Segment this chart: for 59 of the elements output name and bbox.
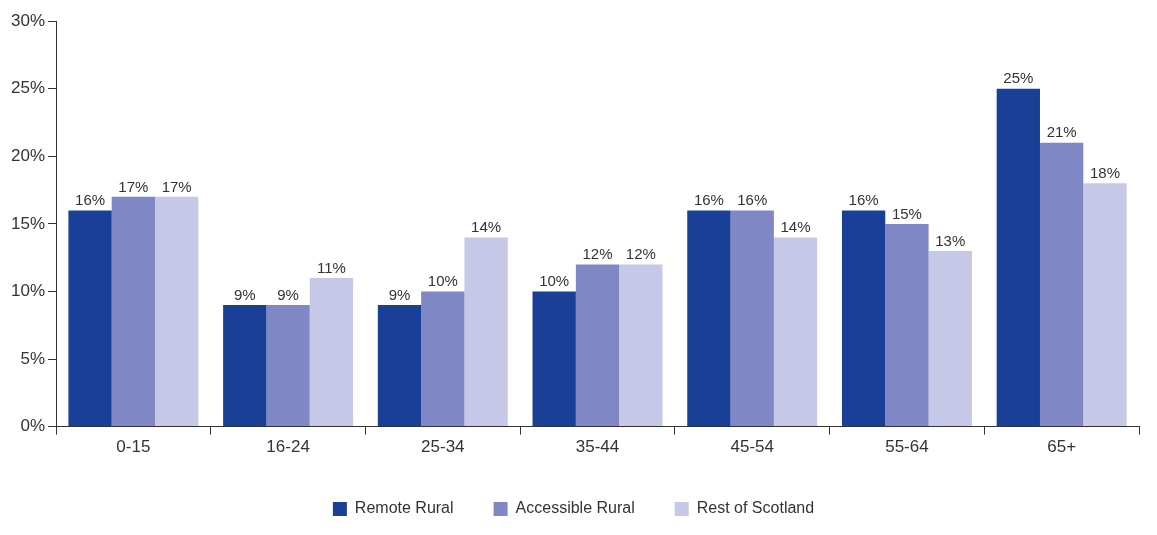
data-label: 12% [582,245,613,263]
data-label: 25% [1003,69,1034,87]
bar [841,210,886,427]
data-label: 17% [161,177,192,195]
bar [996,88,1040,427]
y-tick-label: 15% [10,213,46,233]
bar [155,196,199,427]
y-tick-label: 25% [10,78,46,98]
data-label: 13% [935,231,966,249]
x-tick-label: 35-44 [575,437,620,457]
data-label: 9% [388,285,411,303]
bar [532,291,576,427]
y-tick-label: 20% [10,146,46,166]
bar [68,210,112,427]
data-label: 17% [118,177,149,195]
data-label: 14% [780,218,811,236]
bar [111,196,156,427]
data-label: 16% [75,191,106,209]
bar [687,210,731,427]
bar [928,250,972,427]
data-label: 21% [1046,123,1077,141]
bar [377,304,422,427]
bar [730,210,774,427]
y-tick-label: 5% [20,348,46,368]
x-tick-label: 0-15 [116,437,151,457]
bar [1083,183,1127,427]
bar [1039,142,1084,427]
bar [575,264,620,427]
x-tick-label: 65+ [1047,437,1077,457]
x-tick-label: 55-64 [885,437,929,457]
y-tick-label: 10% [10,281,46,301]
data-label: 12% [625,245,656,263]
x-tick-label: 25-34 [421,437,465,457]
bar [773,237,818,427]
data-label: 11% [316,258,346,276]
bar [619,264,663,427]
bar [223,304,267,427]
data-label: 10% [427,272,458,290]
bar [464,237,508,427]
x-tick-label: 16-24 [266,437,310,457]
legend-label: Accessible Rural [515,499,635,517]
data-label: 14% [471,218,502,236]
data-label: 10% [539,272,570,290]
legend-label: Remote Rural [354,499,454,517]
y-tick-label: 30% [10,10,46,30]
data-label: 16% [693,191,724,209]
data-label: 9% [233,285,256,303]
x-tick-label: 45-54 [730,437,774,457]
bar [309,277,354,427]
bar [885,223,929,427]
y-tick-label: 0% [20,416,46,436]
data-label: 16% [848,191,879,209]
data-label: 18% [1089,164,1120,181]
legend-label: Rest of Scotland [696,499,815,517]
bar [421,291,465,427]
data-label: 9% [277,285,299,303]
data-label: 15% [891,204,922,222]
data-label: 16% [737,191,768,209]
bar [266,304,310,427]
